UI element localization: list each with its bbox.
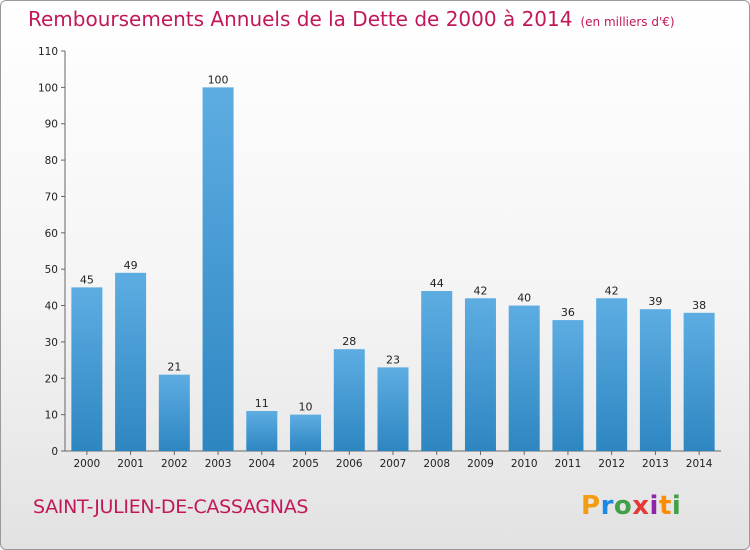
x-tick-label: 2006 (336, 458, 363, 470)
bar-value-label: 10 (299, 401, 313, 414)
bar-value-label: 28 (342, 335, 356, 348)
bar-value-label: 39 (648, 295, 662, 308)
bar-value-label: 49 (124, 259, 138, 272)
bar (639, 309, 671, 451)
x-tick-label: 2011 (555, 458, 582, 470)
y-tick-label: 50 (45, 264, 58, 276)
x-tick-label: 2003 (205, 458, 232, 470)
x-tick-label: 2008 (423, 458, 450, 470)
bar-value-label: 11 (255, 397, 269, 410)
x-tick-label: 2013 (642, 458, 669, 470)
y-tick-label: 110 (38, 46, 58, 58)
y-tick-label: 60 (45, 228, 58, 240)
bar (115, 272, 147, 451)
y-tick-label: 100 (38, 82, 58, 94)
y-tick-label: 90 (45, 119, 58, 131)
bar (421, 291, 453, 451)
bar-value-label: 100 (208, 73, 229, 86)
x-tick-label: 2001 (117, 458, 144, 470)
bar (333, 349, 365, 451)
logo-letter: P (581, 491, 601, 521)
y-tick-label: 10 (45, 410, 58, 422)
bar-value-label: 42 (473, 284, 487, 297)
bar (377, 367, 409, 451)
bar-value-label: 36 (561, 306, 575, 319)
bar-value-label: 38 (692, 299, 706, 312)
bar-value-label: 44 (430, 277, 444, 290)
logo-letter: t (658, 491, 672, 521)
bar (202, 87, 234, 451)
bar-value-label: 21 (167, 361, 181, 374)
bar-value-label: 40 (517, 292, 531, 305)
chart-unit: (en milliers d'€) (580, 15, 675, 29)
bar (71, 287, 103, 451)
y-tick-label: 30 (45, 337, 58, 349)
x-tick-label: 2012 (598, 458, 625, 470)
bar-value-label: 42 (605, 284, 619, 297)
bar (158, 374, 190, 451)
chart-bars: 45 49 21 100 11 10 28 23 44 42 40 36 42 39 38 (71, 73, 715, 451)
bar (508, 305, 540, 451)
x-tick-label: 2010 (511, 458, 538, 470)
bar (246, 411, 278, 451)
logo-letter: o (613, 491, 633, 521)
x-tick-label: 2009 (467, 458, 494, 470)
x-tick-label: 2002 (161, 458, 188, 470)
chart-title: Remboursements Annuels de la Dette de 20… (28, 7, 573, 31)
bar (552, 320, 584, 451)
bar (290, 414, 322, 451)
x-tick-label: 2000 (73, 458, 100, 470)
logo-letter: i (649, 491, 659, 521)
bar (596, 298, 628, 451)
bar (683, 312, 715, 451)
y-tick-label: 40 (45, 301, 58, 313)
chart-title-block: Remboursements Annuels de la Dette de 20… (28, 7, 675, 31)
y-tick-label: 70 (45, 191, 58, 203)
bar (464, 298, 496, 451)
y-tick-label: 20 (45, 373, 58, 385)
bar-value-label: 23 (386, 353, 400, 366)
logo-letter: i (671, 491, 682, 521)
chart-axes: 0 10 20 30 40 50 60 70 80 90 100 110 2000 2001 2002 200… (38, 46, 721, 470)
x-tick-label: 2014 (686, 458, 713, 470)
x-tick-label: 2005 (292, 458, 319, 470)
x-tick-label: 2004 (248, 458, 275, 470)
y-tick-label: 0 (51, 446, 58, 458)
y-tick-label: 80 (45, 155, 58, 167)
bar-value-label: 45 (80, 273, 94, 286)
logo-letter: r (600, 491, 614, 521)
logo-letter: x (632, 491, 650, 521)
proxiti-logo: Proxiti (581, 491, 681, 521)
commune-name: SAINT-JULIEN-DE-CASSAGNAS (33, 496, 309, 518)
x-tick-label: 2007 (380, 458, 407, 470)
